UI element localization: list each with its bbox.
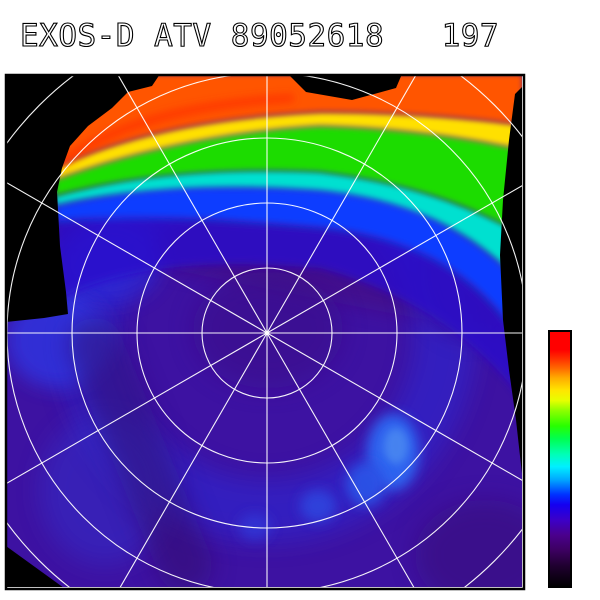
aurora-image-layers xyxy=(7,76,522,587)
plot-title: EXOS-D ATV 89052618 197 xyxy=(20,18,499,54)
plot-frame xyxy=(4,73,526,591)
colorbar xyxy=(548,330,572,588)
